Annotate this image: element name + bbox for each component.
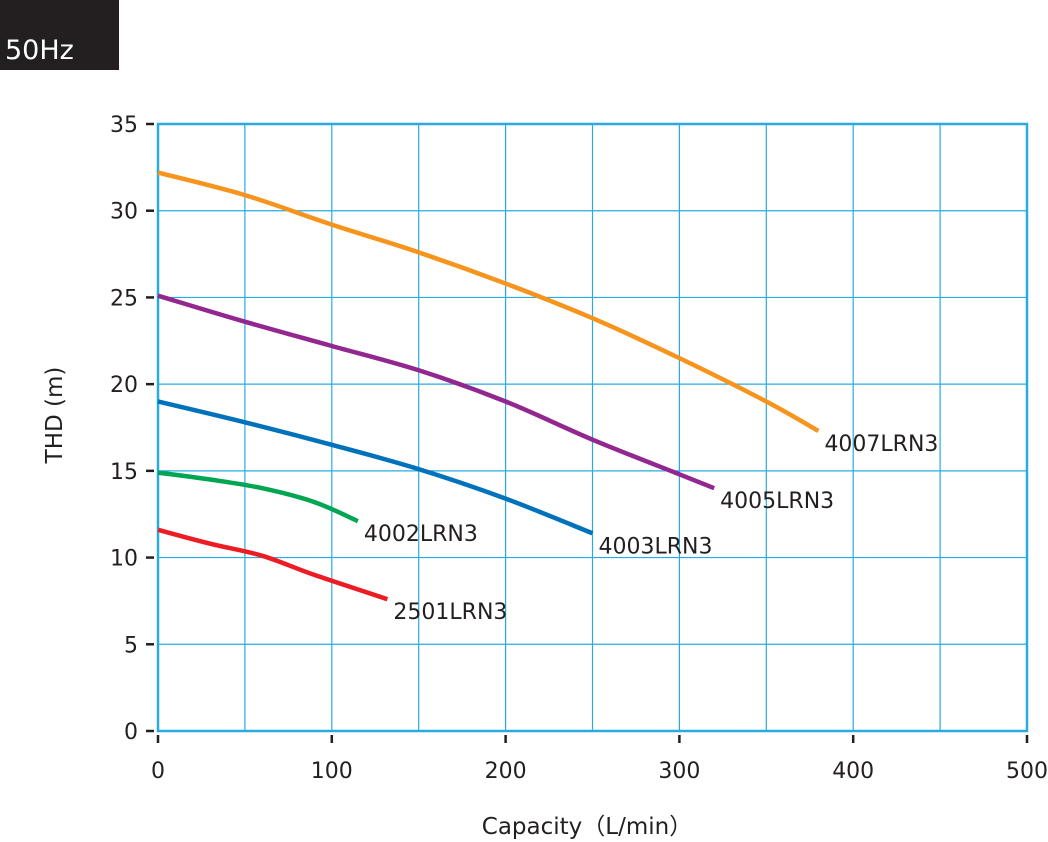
y-tick-label: 5: [124, 633, 138, 658]
x-axis-title: Capacity（L/min）: [482, 814, 692, 840]
y-tick-label: 30: [110, 200, 138, 225]
series-label-4003LRN3: 4003LRN3: [599, 534, 713, 559]
series-line-4005LRN3: [157, 293, 715, 491]
series-line-2501LRN3: [157, 527, 389, 602]
y-tick-label: 35: [110, 113, 138, 138]
y-tick-label: 0: [124, 720, 138, 745]
series-line-4007LRN3: [157, 170, 820, 433]
axis-ticks: 0 5 10 15 20 25 30 35 0 100 200 300 400 500: [110, 113, 1048, 784]
x-tick-label: 300: [658, 759, 700, 784]
series-line-4002LRN3: [157, 470, 359, 524]
frequency-badge: 50Hz: [0, 0, 119, 70]
x-tick-label: 0: [151, 759, 165, 784]
x-tick-label: 500: [1006, 759, 1048, 784]
x-tick-label: 100: [311, 759, 353, 784]
series-line-4003LRN3: [157, 399, 594, 536]
grid: [156, 122, 1029, 733]
y-tick-label: 25: [110, 286, 138, 311]
y-tick-label: 10: [110, 547, 138, 572]
y-axis-title: THD (m): [42, 367, 68, 465]
x-tick-label: 400: [832, 759, 874, 784]
y-tick-label: 15: [110, 460, 138, 485]
series-label-2501LRN3: 2501LRN3: [393, 600, 507, 625]
frequency-label: 50Hz: [5, 35, 74, 66]
series-lines: 4007LRN3 4005LRN3 4003LRN3 4002LRN3 2501LRN3: [157, 170, 938, 625]
series-label-4007LRN3: 4007LRN3: [824, 432, 938, 457]
series-label-4002LRN3: 4002LRN3: [364, 522, 478, 547]
y-tick-label: 20: [110, 373, 138, 398]
plot-frame: [156, 122, 1029, 733]
series-label-4005LRN3: 4005LRN3: [720, 489, 834, 514]
x-tick-label: 200: [485, 759, 527, 784]
